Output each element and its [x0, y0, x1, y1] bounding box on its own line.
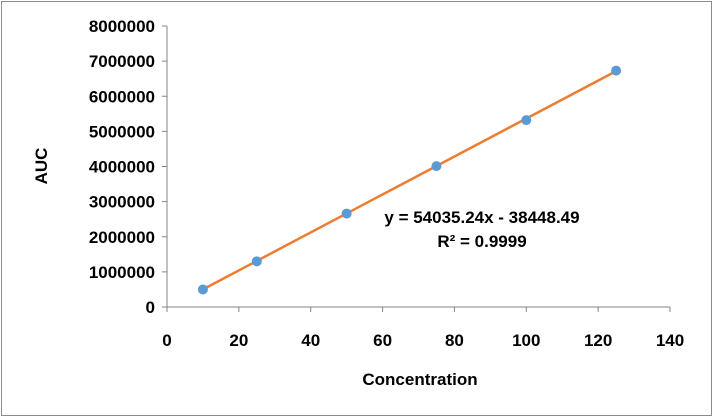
x-tick-label: 120: [584, 331, 612, 350]
axes: [162, 25, 671, 312]
y-tick-label: 8000000: [89, 17, 155, 36]
x-tick-label: 100: [512, 331, 540, 350]
trendline-r2: R² = 0.9999: [437, 232, 526, 251]
y-tick-label: 4000000: [89, 158, 155, 177]
trendline: [202, 69, 617, 291]
trendline-equation: y = 54035.24x - 38448.49: [384, 208, 579, 227]
x-tick-label: 20: [229, 331, 248, 350]
y-tick-label: 3000000: [89, 193, 155, 212]
x-tick-label: 60: [373, 331, 392, 350]
x-tick-labels: 0 20 40 60 80 100 120 140: [162, 331, 684, 350]
data-point: [431, 161, 442, 172]
trendline-layer: [202, 69, 617, 291]
y-tick-label: 0: [146, 298, 155, 317]
x-tick-label: 0: [162, 331, 171, 350]
y-tick-label: 2000000: [89, 228, 155, 247]
data-point: [521, 115, 532, 126]
data-point: [197, 284, 208, 295]
points-layer: [197, 65, 622, 295]
y-tick-label: 6000000: [89, 87, 155, 106]
data-point: [341, 208, 352, 219]
y-tick-label: 1000000: [89, 263, 155, 282]
y-tick-labels: 0 1000000 2000000 3000000 4000000 5000000 6000…: [89, 17, 155, 317]
data-point: [251, 256, 262, 267]
x-axis-title: Concentration: [362, 370, 477, 389]
y-axis-title: AUC: [32, 148, 51, 185]
x-tick-label: 140: [656, 331, 684, 350]
y-tick-label: 7000000: [89, 52, 155, 71]
y-tick-label: 5000000: [89, 122, 155, 141]
data-point: [611, 65, 622, 76]
x-tick-label: 40: [301, 331, 320, 350]
x-tick-label: 80: [445, 331, 464, 350]
